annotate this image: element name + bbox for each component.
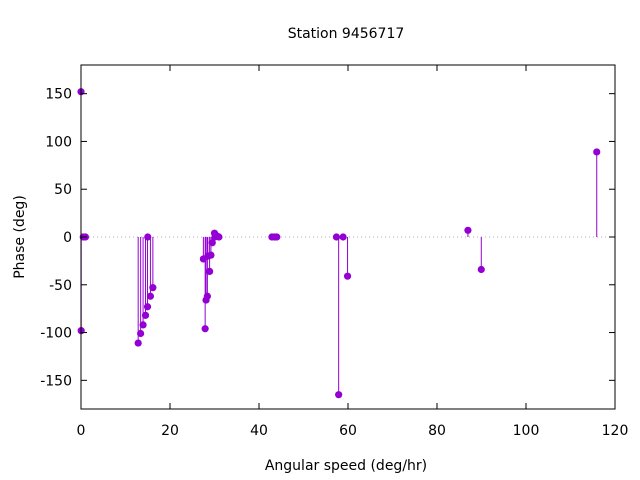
data-point [207, 251, 215, 259]
y-tick-label: -150 [40, 373, 72, 389]
data-point [137, 329, 145, 338]
data-point [335, 391, 343, 399]
data-point [206, 267, 214, 275]
data-point [464, 226, 472, 234]
x-tick-label: 80 [428, 423, 446, 439]
data-point [201, 325, 209, 333]
chart-title: Station 9456717 [288, 26, 405, 42]
data-point [149, 284, 157, 292]
x-tick-label: 120 [602, 423, 629, 439]
y-tick-label: -100 [40, 326, 72, 342]
data-point [143, 303, 152, 311]
y-tick-label: 50 [54, 182, 72, 198]
markers-layer [77, 88, 601, 399]
data-point [215, 233, 223, 241]
y-tick-label: 100 [45, 134, 72, 150]
x-tick-label: 0 [77, 423, 86, 439]
x-tick-label: 60 [339, 423, 357, 439]
data-point [273, 233, 281, 241]
data-point [141, 311, 150, 319]
data-point [146, 292, 155, 300]
data-point [134, 339, 142, 347]
data-point [139, 321, 147, 329]
data-point [477, 265, 485, 274]
stems-layer [80, 91, 598, 395]
y-axis-label: Phase (deg) [12, 195, 28, 279]
data-point [593, 148, 601, 156]
y-tick-label: -50 [49, 278, 72, 294]
x-tick-label: 20 [161, 423, 179, 439]
data-point [144, 233, 152, 241]
y-tick-label: 150 [45, 87, 72, 103]
x-tick-label: 40 [250, 423, 268, 439]
ticks-layer: 0 20 40 60 80 100 120 -150 -100 -50 0 50 100 150 [40, 65, 628, 439]
data-point [208, 239, 216, 247]
x-axis-label: Angular speed (deg/hr) [265, 458, 427, 474]
data-point [332, 233, 341, 241]
data-point [203, 292, 211, 300]
data-point [339, 233, 347, 241]
y-tick-label: 0 [63, 230, 72, 246]
x-tick-label: 100 [513, 423, 540, 439]
data-point [343, 272, 352, 280]
